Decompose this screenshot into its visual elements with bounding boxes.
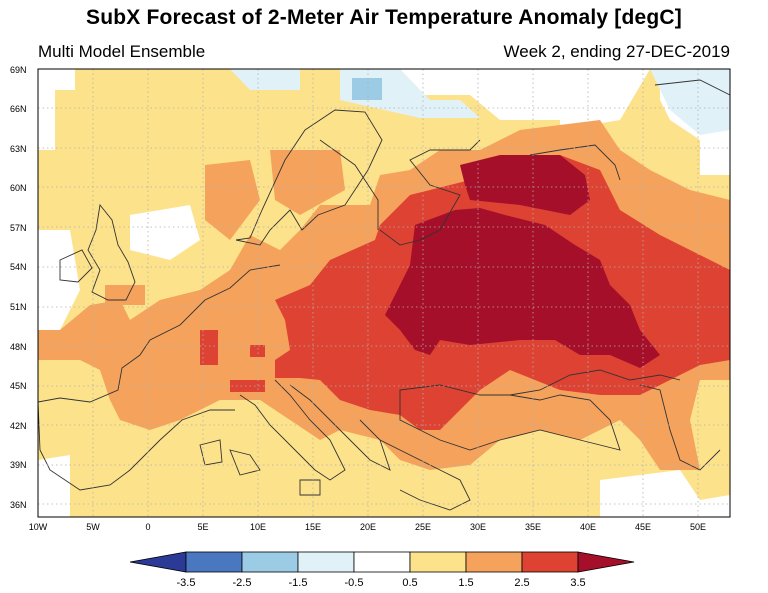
- colorbar: [129, 551, 635, 573]
- colorbar-label: -0.5: [345, 577, 364, 589]
- lat-tick: 63N: [10, 144, 27, 154]
- map-frame: [37, 68, 731, 518]
- extreme-warm-anomaly-areas: [385, 155, 660, 368]
- latitude-axis: 36N 39N 42N 45N 48N 51N 54N 57N 60N 63N …: [10, 65, 27, 510]
- colorbar-bin: [185, 551, 243, 573]
- longitude-axis: 10W 5W 0 5E 10E 15E 20E 25E 30E 35E 40E …: [29, 522, 706, 532]
- colorbar-bin: [297, 551, 355, 573]
- colorbar-bin: [353, 551, 411, 573]
- coastlines: [38, 79, 730, 511]
- lon-tick: 40E: [580, 522, 596, 532]
- lat-tick: 48N: [10, 342, 27, 352]
- model-label: Multi Model Ensemble: [38, 42, 206, 61]
- lon-tick: 50E: [690, 522, 706, 532]
- lat-tick: 57N: [10, 223, 27, 233]
- colorbar-label: -3.5: [177, 577, 196, 589]
- colorbar-label: -2.5: [233, 577, 252, 589]
- lon-tick: 10W: [29, 522, 48, 532]
- lon-tick: 5E: [197, 522, 208, 532]
- lat-tick: 45N: [10, 381, 27, 391]
- colorbar-label: 2.5: [514, 577, 529, 589]
- lat-tick: 36N: [10, 500, 27, 510]
- colorbar-bin: [465, 551, 523, 573]
- lon-tick: 45E: [635, 522, 651, 532]
- period-label: Week 2, ending 27-DEC-2019: [503, 42, 731, 61]
- lon-tick: 35E: [525, 522, 541, 532]
- lon-tick: 25E: [415, 522, 431, 532]
- cool-area: [352, 78, 382, 100]
- colorbar-label: -1.5: [289, 577, 308, 589]
- colorbar-label: 1.5: [458, 577, 473, 589]
- colorbar-label: 3.5: [570, 577, 585, 589]
- lon-tick: 10E: [250, 522, 266, 532]
- lon-tick: 0: [145, 522, 150, 532]
- colorbar-labels: -3.5 -2.5 -1.5 -0.5 0.5 1.5 2.5 3.5: [177, 577, 586, 589]
- lat-tick: 69N: [10, 65, 27, 75]
- colorbar-bin: [409, 551, 467, 573]
- lat-tick: 60N: [10, 183, 27, 193]
- colorbar-bin: [521, 551, 579, 573]
- colorbar-label: 0.5: [402, 577, 417, 589]
- lat-tick: 51N: [10, 302, 27, 312]
- lat-tick: 54N: [10, 262, 27, 272]
- lon-tick: 20E: [360, 522, 376, 532]
- lat-tick: 39N: [10, 460, 27, 470]
- colorbar-bin: [241, 551, 299, 573]
- colorbar-bin: [129, 551, 187, 573]
- lon-tick: 15E: [305, 522, 321, 532]
- lon-tick: 30E: [470, 522, 486, 532]
- colorbar-bin: [577, 551, 635, 573]
- map-title: SubX Forecast of 2-Meter Air Temperature…: [86, 6, 682, 29]
- graticule: [38, 69, 730, 517]
- lat-tick: 66N: [10, 104, 27, 114]
- lat-tick: 42N: [10, 421, 27, 431]
- lon-tick: 5W: [86, 522, 100, 532]
